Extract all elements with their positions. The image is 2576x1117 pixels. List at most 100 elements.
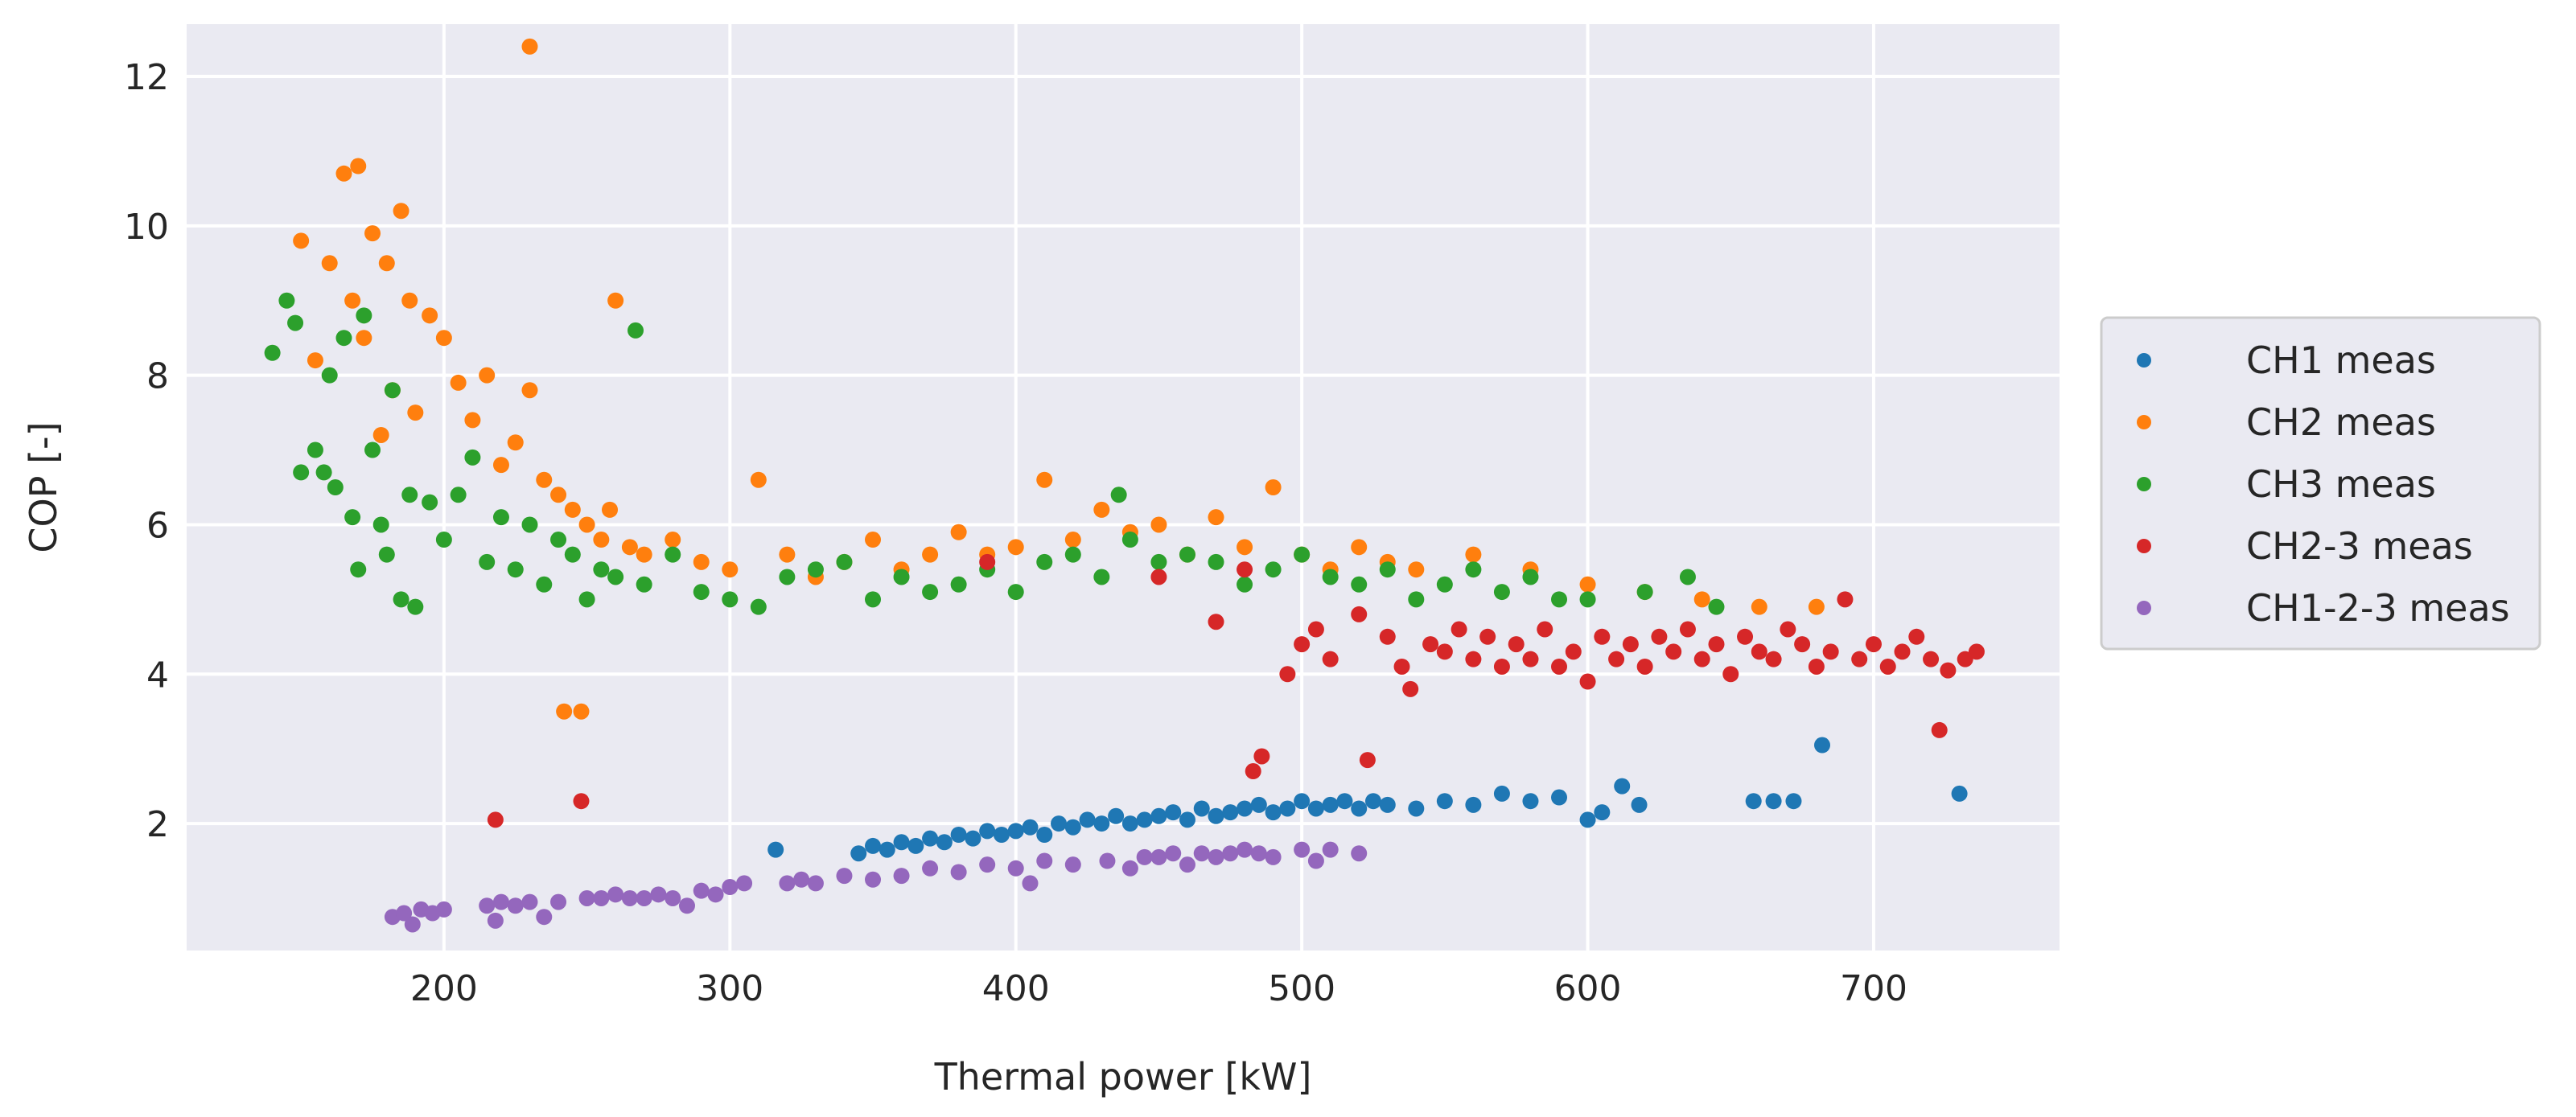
data-point xyxy=(779,875,796,892)
data-point xyxy=(1522,793,1539,810)
data-point xyxy=(1579,576,1596,593)
data-point xyxy=(1622,636,1639,653)
data-point xyxy=(293,464,310,481)
data-point xyxy=(1121,815,1138,832)
data-point xyxy=(1364,793,1381,810)
data-point xyxy=(602,501,619,518)
data-point xyxy=(278,292,295,309)
data-point xyxy=(865,532,882,548)
plot-area xyxy=(187,24,2060,951)
data-point xyxy=(573,703,590,720)
data-point xyxy=(1931,721,1948,738)
data-point xyxy=(1064,819,1081,836)
data-point xyxy=(1007,539,1024,556)
data-point xyxy=(1493,785,1510,802)
data-point xyxy=(1765,793,1782,810)
data-point xyxy=(1064,532,1081,548)
data-point xyxy=(893,868,910,885)
data-point xyxy=(1785,793,1802,810)
data-point xyxy=(1265,804,1282,821)
data-point xyxy=(1150,807,1167,824)
series-0 xyxy=(767,737,1968,862)
data-point xyxy=(1265,561,1282,578)
data-point xyxy=(1551,658,1568,675)
data-point xyxy=(1794,636,1811,653)
data-point xyxy=(1708,636,1725,653)
data-point xyxy=(665,532,681,548)
data-point xyxy=(1208,848,1224,865)
data-point xyxy=(1064,856,1081,873)
data-point xyxy=(536,909,553,926)
data-point xyxy=(836,553,853,570)
data-point xyxy=(344,292,361,309)
legend: CH1 meas CH2 meas CH3 meas CH2-3 meas CH1-2-… xyxy=(2100,316,2541,651)
data-point xyxy=(1265,479,1282,495)
data-point xyxy=(1007,584,1024,601)
data-point xyxy=(1351,539,1368,556)
data-point xyxy=(1307,800,1324,817)
data-point xyxy=(1693,651,1710,667)
data-point xyxy=(507,561,524,578)
data-point xyxy=(1165,804,1182,821)
data-point xyxy=(1594,804,1611,821)
data-point xyxy=(350,158,367,175)
data-point xyxy=(1951,785,1968,802)
data-point xyxy=(893,834,910,851)
data-point xyxy=(1093,569,1110,585)
data-point xyxy=(1179,856,1195,873)
data-point xyxy=(487,811,504,828)
data-point xyxy=(1351,606,1368,622)
data-point xyxy=(393,591,409,608)
data-point xyxy=(1579,811,1596,828)
data-point xyxy=(950,864,967,881)
data-point xyxy=(521,893,538,910)
data-point xyxy=(1136,848,1153,865)
data-point xyxy=(1121,532,1138,548)
data-point xyxy=(1451,621,1467,638)
data-point xyxy=(1150,569,1167,585)
y-tick-label: 10 xyxy=(124,207,169,248)
series-4 xyxy=(384,841,1368,933)
data-point xyxy=(607,886,624,903)
data-point xyxy=(1465,796,1482,813)
data-point xyxy=(922,830,939,847)
data-point xyxy=(1022,819,1039,836)
data-point xyxy=(321,255,338,272)
data-point xyxy=(1737,628,1754,645)
data-point xyxy=(1036,553,1053,570)
data-point xyxy=(665,546,681,563)
data-point xyxy=(707,886,724,903)
data-point xyxy=(1565,643,1582,660)
data-point xyxy=(693,553,710,570)
data-point xyxy=(1551,591,1568,608)
series-2 xyxy=(264,292,1725,615)
data-point xyxy=(879,841,895,858)
data-point xyxy=(1636,658,1653,675)
data-point xyxy=(1908,628,1925,645)
data-point xyxy=(1237,576,1253,593)
data-point xyxy=(1250,845,1267,862)
data-point xyxy=(372,516,389,533)
data-point xyxy=(1940,662,1957,679)
data-point xyxy=(1179,811,1195,828)
data-point xyxy=(722,879,739,896)
data-point xyxy=(1579,591,1596,608)
data-point xyxy=(1150,848,1167,865)
data-point xyxy=(1245,763,1261,780)
y-tick-label: 2 xyxy=(146,804,169,845)
data-point xyxy=(564,546,581,563)
data-point xyxy=(307,441,323,458)
data-point xyxy=(1780,621,1796,638)
data-point xyxy=(621,889,638,906)
data-point xyxy=(1208,509,1224,526)
data-point xyxy=(628,322,644,339)
data-point xyxy=(950,524,967,540)
legend-marker xyxy=(2137,477,2151,491)
data-point xyxy=(550,487,567,503)
data-point xyxy=(1436,643,1453,660)
data-point xyxy=(401,292,418,309)
data-point xyxy=(979,553,996,570)
data-point xyxy=(521,516,538,533)
data-point xyxy=(321,367,338,384)
